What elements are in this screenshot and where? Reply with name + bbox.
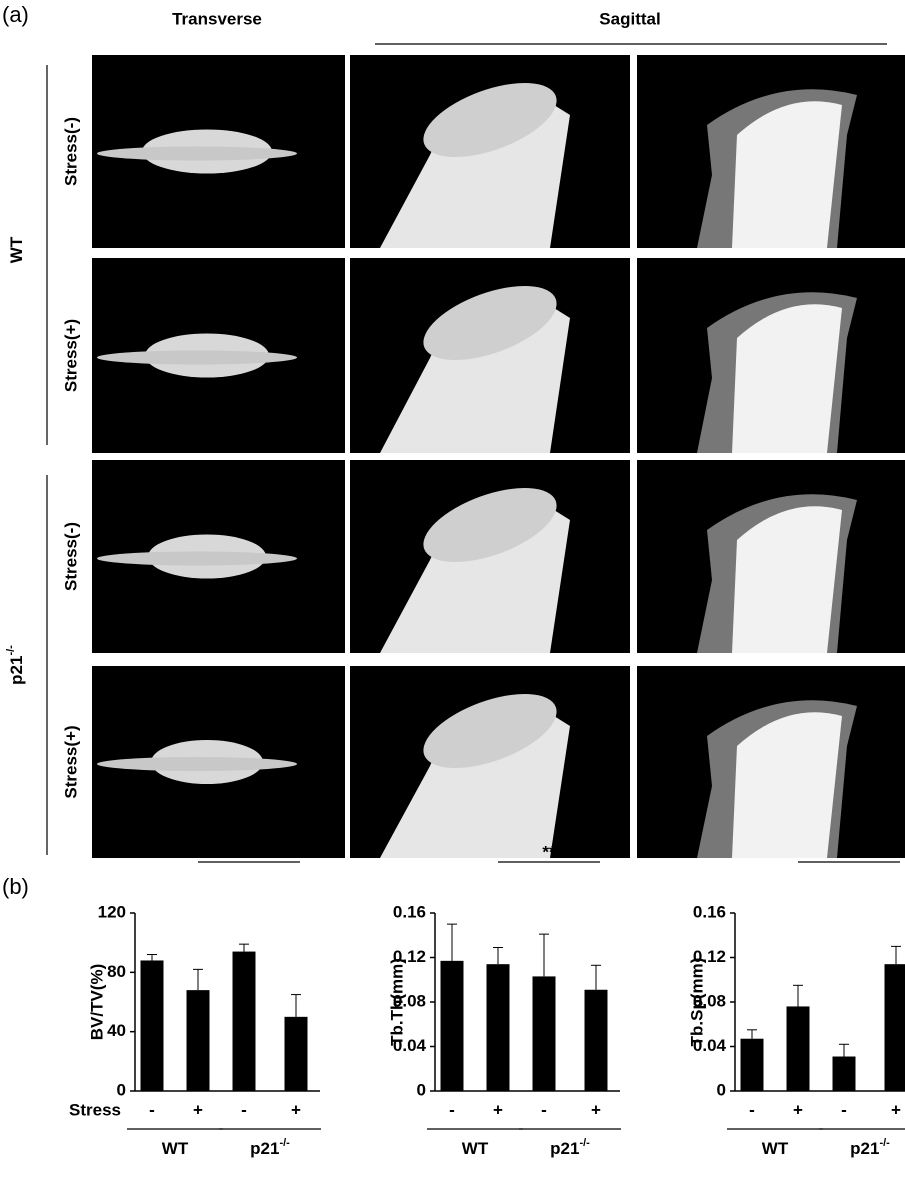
bar: [787, 1006, 810, 1091]
bar: [585, 990, 608, 1091]
x-tick-label: -: [149, 1100, 155, 1119]
y-axis-label: BV/TV(%): [87, 964, 106, 1041]
y-tick-label: 0: [417, 1080, 426, 1099]
image-grid: [92, 55, 905, 858]
bone-shape: [97, 147, 297, 161]
superscript: -/-: [579, 1137, 590, 1149]
bar: [885, 964, 905, 1091]
group-name: WT: [162, 1139, 189, 1158]
row-label: Stress(-): [61, 522, 80, 591]
x-tick-label: -: [841, 1100, 847, 1119]
bar: [533, 976, 556, 1091]
bar: [833, 1057, 856, 1091]
column-title: Transverse: [172, 9, 262, 28]
bone-shape: [97, 351, 297, 365]
bone-shape: [97, 757, 297, 771]
bar: [441, 961, 464, 1091]
group-name: p21: [850, 1139, 879, 1158]
group-label: p21-/-: [5, 645, 27, 685]
group-label: p21-/-: [550, 1137, 590, 1159]
y-axis-label: Tb.Sp(mm): [687, 958, 706, 1047]
significance-label: *: [246, 842, 253, 861]
bar: [487, 964, 510, 1091]
y-tick-label: 120: [98, 902, 126, 921]
group-label: WT: [762, 1139, 789, 1158]
bar: [187, 990, 210, 1091]
y-tick-label: 0: [717, 1080, 726, 1099]
group-name: p21: [550, 1139, 579, 1158]
x-tick-label: +: [591, 1100, 601, 1119]
bone-shape: [97, 552, 297, 566]
y-tick-label: 0: [117, 1080, 126, 1099]
group-name: p21: [250, 1139, 279, 1158]
x-tick-label: -: [449, 1100, 455, 1119]
group-label: p21-/-: [250, 1137, 290, 1159]
x-tick-label: +: [193, 1100, 203, 1119]
bar: [141, 960, 164, 1091]
y-tick-label: 40: [107, 1021, 126, 1040]
superscript: -/-: [879, 1137, 890, 1149]
significance-label: **: [842, 842, 856, 861]
group-name: p21: [7, 656, 26, 685]
group-name: WT: [7, 236, 26, 263]
x-tick-label: -: [541, 1100, 547, 1119]
column-title: Sagittal: [599, 9, 660, 28]
group-label: p21-/-: [850, 1137, 890, 1159]
x-tick-label: +: [793, 1100, 803, 1119]
group-name: WT: [462, 1139, 489, 1158]
x-axis-label: Stress: [69, 1100, 121, 1119]
x-tick-label: -: [241, 1100, 247, 1119]
group-name: WT: [762, 1139, 789, 1158]
superscript: -/-: [279, 1137, 290, 1149]
panel-label: (a): [2, 2, 29, 27]
group-label: WT: [162, 1139, 189, 1158]
y-tick-label: 80: [107, 962, 126, 981]
figure: (a) (b) Transverse Sagittal Stress(-) Str…: [0, 0, 905, 1184]
bar: [741, 1039, 764, 1091]
row-label: Stress(+): [61, 725, 80, 798]
x-tick-label: +: [891, 1100, 901, 1119]
y-tick-label: 0.16: [693, 902, 726, 921]
significance-label: **: [542, 842, 556, 861]
group-label: WT: [7, 236, 26, 263]
x-tick-label: +: [291, 1100, 301, 1119]
row-label: Stress(-): [61, 117, 80, 186]
bar: [233, 952, 256, 1091]
panel-label: (b): [2, 874, 29, 899]
x-tick-label: -: [749, 1100, 755, 1119]
superscript: -/-: [5, 645, 17, 656]
bar: [285, 1017, 308, 1091]
x-tick-label: +: [493, 1100, 503, 1119]
group-label: WT: [462, 1139, 489, 1158]
y-tick-label: 0.16: [393, 902, 426, 921]
y-axis-label: Tb.Th(mm): [387, 958, 406, 1046]
row-label: Stress(+): [61, 319, 80, 392]
